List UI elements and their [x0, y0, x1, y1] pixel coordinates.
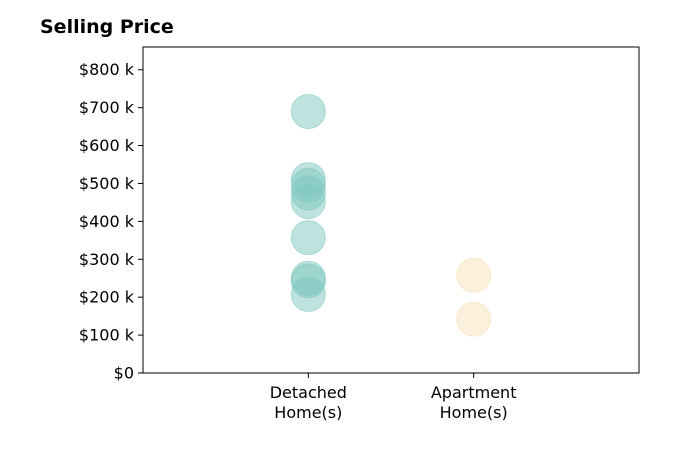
- y-tick-label: $0: [114, 364, 134, 383]
- x-axis: Detached Home(s) Apartment Home(s): [270, 373, 517, 422]
- data-point: [456, 257, 492, 293]
- y-tick-label: $500 k: [79, 174, 135, 193]
- data-point: [456, 301, 492, 337]
- y-axis: $0 $100 k $200 k $300 k $400 k $500 k $600 k $7…: [79, 60, 143, 383]
- y-tick-label: $300 k: [79, 250, 135, 269]
- y-tick-label: $200 k: [79, 288, 135, 307]
- x-tick-label: Apartment Home(s): [431, 383, 517, 422]
- y-tick-label: $700 k: [79, 98, 135, 117]
- chart-title: Selling Price: [40, 16, 174, 38]
- plot-area-frame: [142, 46, 640, 374]
- data-point: [290, 220, 326, 256]
- y-tick-label: $600 k: [79, 136, 135, 155]
- data-point: [290, 93, 326, 129]
- x-tick-label: Detached Home(s): [270, 383, 347, 422]
- y-tick-label: $100 k: [79, 326, 135, 345]
- y-tick-label: $400 k: [79, 212, 135, 231]
- data-points: [290, 93, 492, 337]
- data-point: [290, 184, 326, 220]
- data-point: [290, 277, 326, 313]
- y-tick-label: $800 k: [79, 60, 135, 79]
